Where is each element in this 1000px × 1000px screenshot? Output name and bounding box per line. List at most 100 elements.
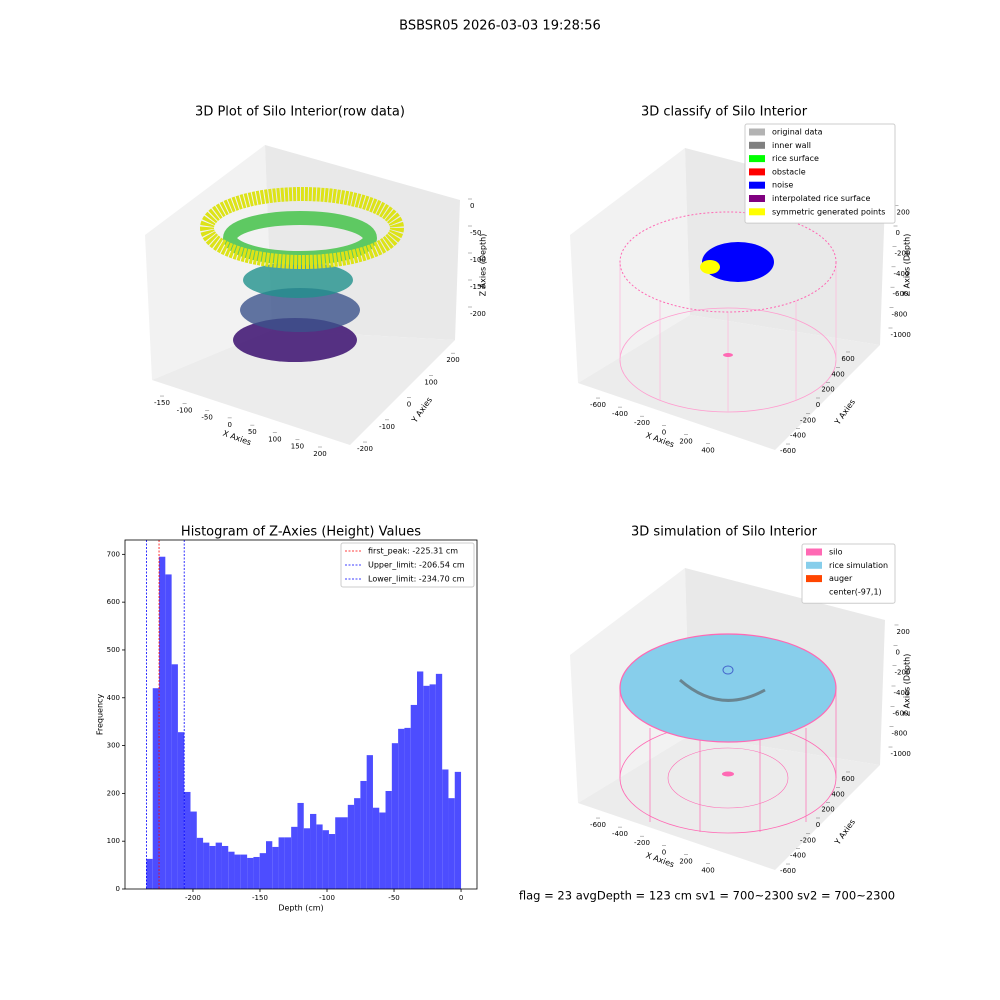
legend-swatch (749, 155, 765, 163)
y-tick-label: -200 (800, 836, 816, 844)
z-tick-label: -50 (470, 229, 481, 237)
z-tick-label: -800 (892, 730, 908, 738)
z-tick-label: -400 (894, 689, 910, 697)
z-tick-label: -600 (893, 709, 909, 717)
pane (578, 315, 880, 450)
bar (266, 841, 273, 889)
y-tick-label: 200 (107, 789, 120, 797)
legend-label: rice surface (772, 154, 819, 163)
bar (190, 811, 197, 889)
bar (228, 851, 235, 889)
bar (442, 769, 449, 889)
y-tick-label: 100 (107, 837, 120, 845)
x-axis-label: X Axies (645, 851, 676, 870)
y-tick-label: 500 (107, 646, 120, 654)
x-tick-label: 400 (701, 866, 714, 874)
bar (209, 845, 216, 889)
x-tick-label: 0 (662, 848, 666, 856)
y-axis-label: Y Axies (832, 818, 857, 848)
x-tick-label: -600 (590, 401, 606, 409)
z-axis-label: Z Axies (Depth) (479, 234, 488, 297)
legend-swatch (749, 128, 765, 136)
legend-label: inner wall (772, 141, 811, 150)
z-tick-label: -1000 (891, 331, 911, 339)
silo-wire (619, 262, 837, 412)
legend-swatch (806, 548, 822, 556)
y-tick-label: -600 (780, 447, 796, 455)
bar (247, 857, 254, 889)
bar (152, 688, 160, 889)
bar (253, 856, 260, 889)
bar (303, 828, 311, 889)
z-tick-label: 0 (470, 202, 474, 210)
z-tick-label: -400 (894, 270, 910, 278)
x-tick-label: -400 (612, 830, 628, 838)
z-tick-label: -800 (892, 311, 908, 319)
x-tick-label: -150 (154, 399, 170, 407)
panel-3d-raw (145, 145, 460, 445)
bar (165, 574, 172, 889)
bar (360, 780, 367, 889)
x-tick-label: 400 (701, 446, 714, 454)
z-tick-label: -200 (895, 249, 911, 257)
bar (372, 807, 380, 889)
bar (410, 704, 418, 889)
x-tick-label: -100 (319, 894, 335, 902)
silo-center (722, 771, 734, 777)
z-tick-label: -100 (470, 256, 486, 264)
y-tick-label: 300 (107, 742, 120, 750)
bar (398, 728, 405, 889)
x-tick-label: 200 (313, 450, 326, 458)
legend-label: original data (772, 128, 823, 137)
bar (335, 817, 342, 889)
bar (177, 732, 185, 889)
x-tick-label: 50 (248, 428, 257, 436)
pane (578, 735, 880, 870)
z-axis-label: Z Axies (Depth) (903, 234, 912, 297)
y-axis-label: Y Axies (832, 398, 857, 428)
z-tick-label: 0 (896, 648, 900, 656)
legend-swatch (749, 168, 765, 176)
legend-label: center(-97,1) (829, 587, 882, 596)
bar (316, 824, 323, 889)
bar (310, 813, 317, 889)
y-tick-label: 400 (831, 790, 844, 798)
legend-label: noise (772, 181, 793, 190)
y-tick-label: 100 (424, 378, 437, 386)
x-tick-label: -400 (612, 410, 628, 418)
x-tick-label: -50 (201, 414, 212, 422)
y-tick-label: -200 (357, 445, 373, 453)
y-tick-label: 400 (831, 370, 844, 378)
z-tick-label: -1000 (891, 750, 911, 758)
bar (278, 837, 285, 889)
x-axis-label: Depth (cm) (278, 904, 323, 913)
bar (322, 830, 329, 889)
z-axis-label: Z Axies (Depth) (903, 654, 912, 717)
y-axis-label: Frequency (96, 694, 105, 736)
x-tick-label: 0 (459, 894, 463, 902)
noise-cloud (702, 242, 774, 282)
bar (203, 842, 210, 889)
x-tick-label: -200 (634, 419, 650, 427)
legend-label: Upper_limit: -206.54 cm (368, 561, 465, 570)
bar (221, 845, 229, 889)
legend-swatch (749, 141, 765, 149)
y-tick-label: 0 (816, 821, 820, 829)
x-tick-label: -200 (634, 839, 650, 847)
legend-swatch (806, 575, 822, 583)
z-tick-label: 200 (897, 628, 910, 636)
bar (159, 556, 166, 889)
rice-surface (619, 633, 837, 743)
z-tick-label: 0 (896, 229, 900, 237)
bar (341, 817, 348, 889)
x-tick-label: -50 (388, 894, 399, 902)
z-tick-label: 200 (897, 209, 910, 217)
x-tick-label: 0 (227, 421, 231, 429)
bar (404, 727, 411, 889)
bar (366, 755, 373, 889)
bar (184, 791, 191, 889)
point-cloud (243, 262, 353, 298)
bar (385, 790, 392, 889)
generated-cloud (700, 260, 720, 274)
bar (454, 771, 462, 889)
